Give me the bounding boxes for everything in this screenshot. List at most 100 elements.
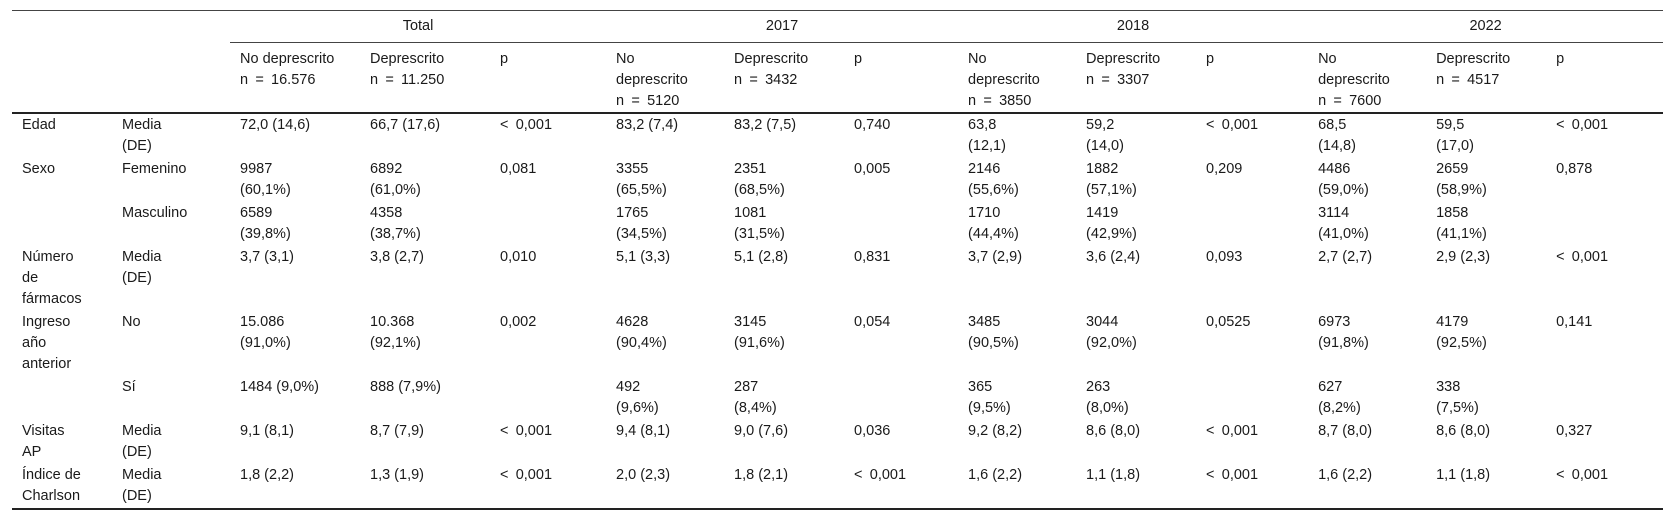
value-cell: 59,2 (14,0)	[1086, 117, 1124, 154]
value-cell: 1484 (9,0%)	[240, 379, 319, 395]
group-header-2022: 2022	[1308, 10, 1664, 43]
table-row: Edad Media (DE) 72,0 (14,6) 66,7 (17,6) < 0,…	[12, 113, 1663, 158]
value-cell: 492 (9,6%)	[616, 379, 659, 416]
value-cell: 15.086 (91,0%)	[240, 314, 291, 351]
value-cell: 0,005	[854, 161, 891, 177]
value-cell: 3,7 (2,9)	[968, 249, 1023, 265]
value-cell: 6892 (61,0%)	[370, 161, 421, 198]
value-cell: 0,054	[854, 314, 891, 330]
value-cell: 2659 (58,9%)	[1436, 161, 1487, 198]
value-cell: 6589 (39,8%)	[240, 205, 291, 242]
value-cell: < 0,001	[854, 467, 907, 483]
table-row: Número de fármacos Media (DE) 3,7 (3,1) 3,8…	[12, 246, 1663, 311]
value-cell: 3,6 (2,4)	[1086, 249, 1141, 265]
value-cell: 72,0 (14,6)	[240, 117, 311, 133]
value-cell: 2351 (68,5%)	[734, 161, 785, 198]
value-cell: 2146 (55,6%)	[968, 161, 1019, 198]
value-cell: 0,831	[854, 249, 891, 265]
value-cell: 9,1 (8,1)	[240, 423, 294, 439]
value-cell: 5,1 (2,8)	[734, 249, 789, 265]
group-header-total: Total	[230, 10, 607, 43]
value-cell: 0,093	[1206, 249, 1243, 265]
value-cell: 63,8 (12,1)	[968, 117, 1006, 154]
value-cell: < 0,001	[500, 423, 553, 439]
category-cell: Media (DE)	[122, 117, 162, 154]
subheader-cell: Deprescrito n = 4517	[1436, 51, 1511, 88]
category-cell: Masculino	[122, 205, 188, 221]
value-cell: 9987 (60,1%)	[240, 161, 291, 198]
variable-cell: Sexo	[22, 161, 56, 177]
value-cell: 338 (7,5%)	[1436, 379, 1479, 416]
value-cell: 66,7 (17,6)	[370, 117, 441, 133]
group-header-2017: 2017	[606, 10, 959, 43]
value-cell: 1882 (57,1%)	[1086, 161, 1137, 198]
value-cell: 0,002	[500, 314, 537, 330]
value-cell: 1765 (34,5%)	[616, 205, 667, 242]
value-cell: 263 (8,0%)	[1086, 379, 1129, 416]
subheader-cell: Deprescrito n = 3307	[1086, 51, 1161, 88]
value-cell: 6973 (91,8%)	[1318, 314, 1369, 351]
variable-cell: Número de fármacos	[22, 249, 82, 307]
subheader-cell: No deprescrito n = 3850	[968, 51, 1040, 109]
category-cell: Media (DE)	[122, 249, 162, 286]
value-cell: 0,327	[1556, 423, 1593, 439]
category-cell: Media (DE)	[122, 423, 162, 460]
value-cell: 888 (7,9%)	[370, 379, 441, 395]
value-cell: 5,1 (3,3)	[616, 249, 671, 265]
variable-cell: Ingreso año anterior	[22, 314, 72, 372]
value-cell: 3,7 (3,1)	[240, 249, 294, 265]
category-cell: Femenino	[122, 161, 187, 177]
value-cell: 68,5 (14,8)	[1318, 117, 1356, 154]
value-cell: 83,2 (7,5)	[734, 117, 797, 133]
value-cell: < 0,001	[1556, 249, 1609, 265]
subheader-cell: No deprescrito n = 16.576	[240, 51, 335, 88]
subheader-cell: p	[500, 51, 509, 67]
category-cell: No	[122, 314, 141, 330]
variable-cell: Índice de Charlson	[22, 467, 81, 504]
value-cell: 627 (8,2%)	[1318, 379, 1361, 416]
value-cell: 1,6 (2,2)	[968, 467, 1023, 483]
table-row: Sexo Femenino 9987 (60,1%) 6892 (61,0%) 0,08…	[12, 158, 1663, 202]
variable-cell: Edad	[22, 117, 56, 133]
results-table-container: Total 2017 2018 2022 No deprescrito n = …	[12, 10, 1664, 510]
variable-cell: Visitas AP	[22, 423, 65, 460]
value-cell: 3114 (41,0%)	[1318, 205, 1369, 242]
table-row: Visitas AP Media (DE) 9,1 (8,1) 8,7 (7,9) < …	[12, 420, 1663, 464]
value-cell: 3485 (90,5%)	[968, 314, 1019, 351]
variable-cell	[12, 202, 112, 246]
value-cell: 1858 (41,1%)	[1436, 205, 1487, 242]
value-cell: 0,878	[1556, 161, 1593, 177]
value-cell	[1196, 376, 1308, 420]
corner-cell	[12, 43, 230, 114]
value-cell	[490, 202, 606, 246]
value-cell: 287 (8,4%)	[734, 379, 777, 416]
value-cell: 1081 (31,5%)	[734, 205, 785, 242]
value-cell: 3,8 (2,7)	[370, 249, 424, 265]
value-cell: 1419 (42,9%)	[1086, 205, 1137, 242]
table-row: Masculino 6589 (39,8%) 4358 (38,7%) 1765 (3…	[12, 202, 1663, 246]
value-cell: 1,1 (1,8)	[1086, 467, 1141, 483]
value-cell: 8,7 (7,9)	[370, 423, 424, 439]
subheader-cell: p	[854, 51, 863, 67]
value-cell: 1,3 (1,9)	[370, 467, 424, 483]
value-cell	[844, 376, 958, 420]
subheader-cell: No deprescrito n = 7600	[1318, 51, 1390, 109]
value-cell: 9,0 (7,6)	[734, 423, 789, 439]
value-cell: < 0,001	[1206, 467, 1259, 483]
value-cell: 0,0525	[1206, 314, 1251, 330]
value-cell: < 0,001	[500, 467, 553, 483]
value-cell	[1546, 376, 1663, 420]
value-cell: 2,0 (2,3)	[616, 467, 671, 483]
value-cell: 4628 (90,4%)	[616, 314, 667, 351]
value-cell: 83,2 (7,4)	[616, 117, 679, 133]
value-cell: 4486 (59,0%)	[1318, 161, 1369, 198]
subheader-cell: p	[1206, 51, 1215, 67]
deprescription-table: Total 2017 2018 2022 No deprescrito n = …	[12, 10, 1664, 510]
subheader-row: No deprescrito n = 16.576 Deprescrito n …	[12, 43, 1664, 114]
value-cell: 0,141	[1556, 314, 1593, 330]
value-cell: < 0,001	[1556, 117, 1609, 133]
value-cell: 1,8 (2,1)	[734, 467, 789, 483]
variable-cell	[12, 376, 112, 420]
value-cell: 59,5 (17,0)	[1436, 117, 1474, 154]
value-cell: 3145 (91,6%)	[734, 314, 785, 351]
